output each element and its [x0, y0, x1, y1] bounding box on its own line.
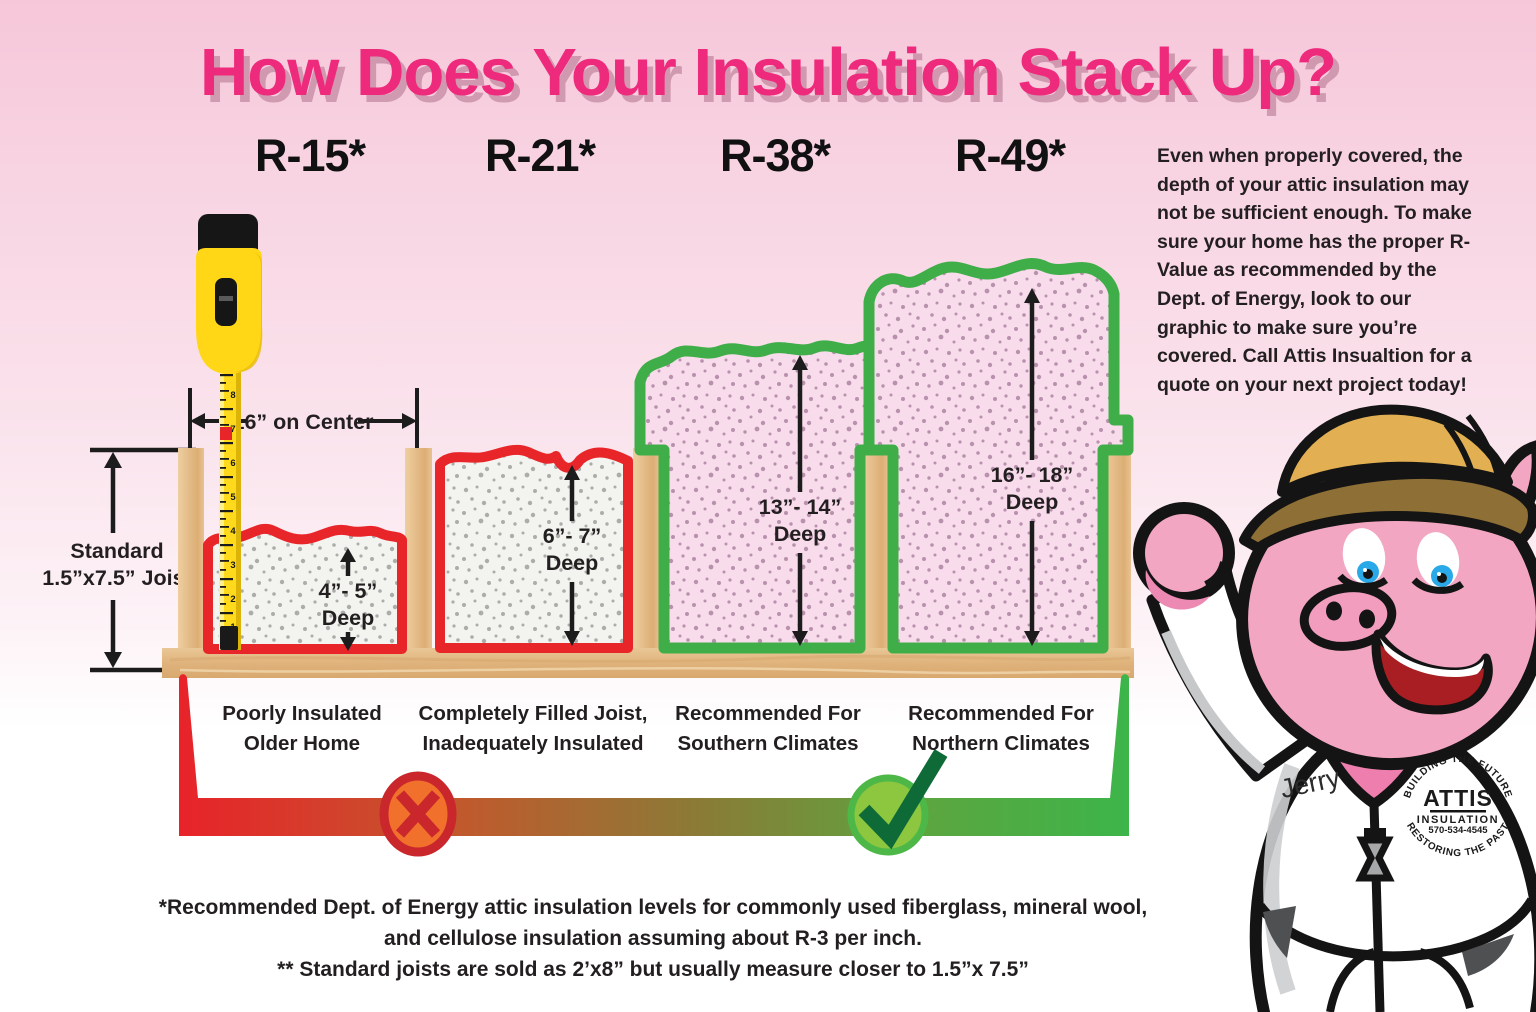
category-label-r38: Recommended For Southern Climates [675, 702, 861, 755]
pig-head [1236, 404, 1536, 771]
tape-clip [215, 278, 237, 326]
tape-number: 3 [230, 560, 235, 571]
x-icon [379, 771, 457, 857]
depth-unit-r15: Deep [322, 606, 375, 630]
depth-annotation-r38: 13”- 14” Deep [759, 355, 841, 646]
pig-eye-right [1411, 532, 1465, 594]
pig-mascot: Jerry BUILDING THE FUTURE ATTIS INSULATI… [1133, 404, 1536, 1012]
tape-number: 8 [230, 390, 235, 401]
r-value-label-r38: R-38* [719, 130, 831, 181]
logo-brand: ATTIS [1423, 785, 1493, 811]
logo-phone: 570-534-4545 [1428, 825, 1488, 836]
tape-number: 4 [230, 526, 236, 537]
tape-number: 6 [230, 458, 235, 469]
zipper-pull [1355, 836, 1395, 882]
r-value-label-r21: R-21* [484, 130, 596, 181]
rating-gradient-bar [179, 674, 1129, 836]
wood-joists [178, 448, 1131, 658]
on-center-label: 16” on Center [233, 410, 375, 434]
pig-snout [1299, 583, 1397, 651]
category-label-r15: Poorly Insulated Older Home [222, 702, 382, 755]
footnote-2: ** Standard joists are sold as 2’x8” but… [277, 958, 1029, 981]
category-label-r49: Recommended For Northern Climates [908, 702, 1094, 755]
pig-fist [1133, 502, 1235, 610]
logo-sub: INSULATION [1417, 814, 1499, 826]
insulation-block-r21 [435, 444, 633, 653]
depth-unit-r38: Deep [774, 522, 827, 546]
tape-number: 5 [230, 492, 236, 503]
footnotes: *Recommended Dept. of Energy attic insul… [138, 892, 1168, 985]
tape-end-hook [220, 626, 238, 650]
depth-unit-r21: Deep [546, 551, 599, 575]
joist-label-line2: 1.5”x7.5” Joist [42, 566, 191, 590]
tape-number: 7 [230, 424, 235, 435]
category-label-r21: Completely Filled Joist, Inadequately In… [418, 702, 648, 755]
depth-range-r49: 16”- 18” [991, 463, 1073, 487]
pig-body: Jerry BUILDING THE FUTURE ATTIS INSULATI… [1249, 720, 1536, 1012]
depth-annotation-r15: 4”- 5” Deep [319, 548, 378, 651]
depth-range-r15: 4”- 5” [319, 579, 378, 603]
intro-paragraph: Even when properly covered, the depth of… [1157, 145, 1472, 396]
depth-annotation-r21: 6”- 7” Deep [543, 465, 602, 646]
depth-range-r21: 6”- 7” [543, 524, 602, 548]
pig-mouth [1371, 629, 1493, 715]
tape-number: 2 [230, 594, 235, 605]
hard-hat [1239, 404, 1536, 553]
footnote-1: *Recommended Dept. of Energy attic insul… [158, 896, 1148, 950]
depth-annotation-r49: 16”- 18” Deep [991, 288, 1073, 646]
tape-measure: 8 7 6 5 4 3 2 1 [196, 214, 263, 650]
tape-red-marker [220, 427, 232, 440]
check-icon [847, 749, 948, 856]
joist-label-line1: Standard [70, 539, 163, 563]
page-title: How Does Your Insulation Stack Up? [199, 35, 1337, 110]
insulation-block-r49 [863, 258, 1134, 654]
depth-range-r38: 13”- 14” [759, 495, 841, 519]
depth-unit-r49: Deep [1006, 490, 1059, 514]
r-value-label-r15: R-15* [254, 130, 366, 181]
r-value-label-r49: R-49* [954, 130, 1066, 181]
